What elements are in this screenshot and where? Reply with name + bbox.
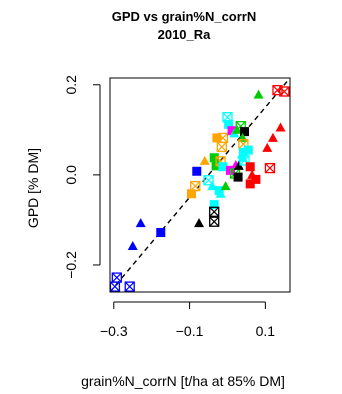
data-point-triangle (275, 122, 286, 132)
data-point-crossed-square (216, 141, 227, 153)
data-point-triangle (233, 160, 244, 170)
data-point-square (233, 172, 243, 182)
data-point-square (186, 189, 196, 199)
data-point-triangle (127, 241, 138, 251)
data-point-square (192, 166, 202, 176)
data-point-crossed-square (190, 180, 201, 192)
data-point-crossed-square (264, 162, 276, 174)
data-point-square (212, 133, 222, 143)
x-tick-label: −0.3 (100, 323, 128, 339)
data-point-triangle (262, 142, 273, 152)
data-point-crossed-square (209, 206, 220, 217)
x-axis-label: grain%N_corrN [t/ha at 85% DM] (81, 373, 285, 389)
data-point-square (245, 162, 255, 172)
data-point-crossed-square (111, 272, 122, 283)
chart-title: GPD vs grain%N_corrN (112, 9, 257, 24)
data-point-square (243, 145, 253, 155)
data-point-crossed-square (217, 132, 229, 144)
plot-marks (109, 77, 291, 293)
data-point-triangle (194, 218, 205, 228)
x-tick-label: −0.1 (176, 323, 204, 339)
data-point-crossed-square (109, 281, 121, 292)
data-point-crossed-square (124, 281, 135, 292)
data-point-square (227, 126, 237, 136)
y-tick-label: 0.2 (63, 75, 79, 95)
chart-subtitle: 2010_Ra (158, 27, 212, 42)
data-point-square (156, 228, 166, 238)
y-axis-label: GPD [% DM] (25, 148, 41, 228)
data-point-square (218, 162, 228, 172)
data-point-square (224, 119, 234, 129)
data-point-square (245, 179, 255, 189)
data-point-square (209, 200, 219, 210)
data-point-triangle (215, 188, 226, 198)
data-point-triangle (199, 155, 210, 165)
data-point-square (251, 174, 261, 184)
data-point-crossed-square (239, 155, 250, 166)
data-point-square (240, 127, 250, 137)
y-tick-label: −0.2 (63, 251, 79, 279)
y-tick-label: 0.0 (63, 165, 79, 185)
data-point-triangle (253, 89, 264, 99)
data-point-triangle (135, 218, 146, 228)
data-point-square (214, 186, 224, 196)
axes: −0.3 −0.1 0.1 −0.2 0.0 0.2 (63, 75, 275, 339)
data-point-triangle (220, 181, 231, 191)
x-tick-label: 0.1 (256, 323, 276, 339)
data-point-triangle (267, 132, 278, 142)
data-point-square (209, 153, 219, 163)
plot-frame (109, 77, 291, 293)
data-point-crossed-square (279, 86, 290, 97)
data-point-crossed-square (209, 216, 220, 227)
